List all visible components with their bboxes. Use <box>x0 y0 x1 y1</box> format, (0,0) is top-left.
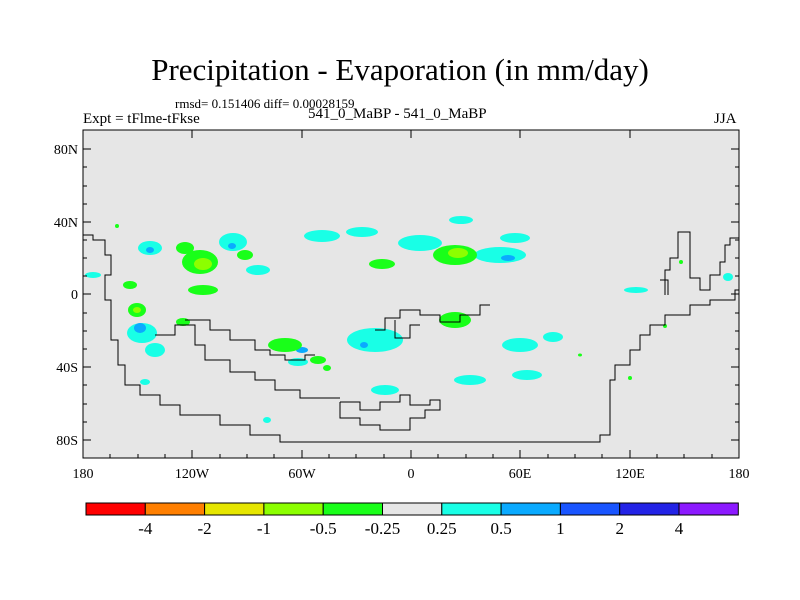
positive-anomaly-patches <box>85 216 733 423</box>
colorbar-label-6: 0.5 <box>490 519 511 538</box>
lon-label-120w: 120W <box>175 467 210 482</box>
colorbar-swatch-7 <box>500 502 561 516</box>
lon-label-120e: 120E <box>615 467 645 482</box>
colorbar-swatch-9 <box>619 502 680 516</box>
lon-label-180e: 180 <box>729 467 750 482</box>
colorbar <box>85 502 739 516</box>
colorbar-swatch-5 <box>382 502 443 516</box>
negative-anomaly-patches <box>115 224 683 380</box>
stats-label: rmsd= 0.151406 diff= 0.00028159 <box>175 96 355 111</box>
lat-label-80n: 80N <box>54 143 78 158</box>
colorbar-swatch-8 <box>559 502 621 516</box>
lon-label-180w: 180 <box>73 467 94 482</box>
colorbar-labels: -4 -2 -1 -0.5 -0.25 0.25 0.5 1 2 4 <box>138 519 684 538</box>
colorbar-label-7: 1 <box>556 519 565 538</box>
colorbar-swatch-2 <box>204 502 265 516</box>
subtitle-label: 541_0_MaBP - 541_0_MaBP <box>308 106 487 122</box>
lat-label-40n: 40N <box>54 216 78 231</box>
colorbar-swatch-3 <box>263 502 324 516</box>
coastlines <box>83 231 739 443</box>
colorbar-label-1: -2 <box>198 519 212 538</box>
colorbar-swatch-6 <box>441 502 502 516</box>
lat-label-40s: 40S <box>56 361 78 376</box>
season-label: JJA <box>714 111 737 127</box>
plot-title: Precipitation - Evaporation (in mm/day) <box>151 52 649 87</box>
colorbar-label-9: 4 <box>675 519 684 538</box>
lon-label-0: 0 <box>408 467 415 482</box>
colorbar-swatch-0 <box>85 502 146 516</box>
lon-label-60e: 60E <box>509 467 532 482</box>
colorbar-label-8: 2 <box>615 519 624 538</box>
colorbar-label-0: -4 <box>138 519 153 538</box>
map-background <box>83 130 739 458</box>
lat-label-80s: 80S <box>56 434 78 449</box>
colorbar-swatch-4 <box>322 502 384 516</box>
colorbar-swatch-1 <box>144 502 206 516</box>
lat-label-0: 0 <box>71 288 78 303</box>
colorbar-label-3: -0.5 <box>310 519 337 538</box>
colorbar-label-4: -0.25 <box>365 519 400 538</box>
colorbar-label-2: -1 <box>257 519 271 538</box>
experiment-label: Expt = tFlme-tFkse <box>83 111 200 127</box>
axis-ticks <box>83 130 739 458</box>
lon-label-60w: 60W <box>288 467 316 482</box>
colorbar-swatch-10 <box>678 502 739 516</box>
colorbar-label-5: 0.25 <box>427 519 457 538</box>
